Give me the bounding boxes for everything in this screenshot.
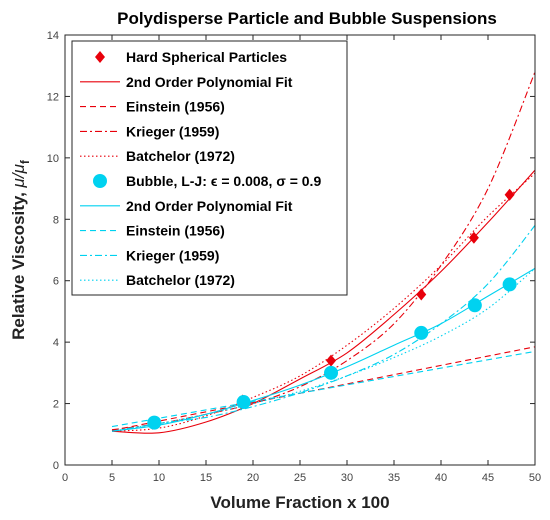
y-axis-label-mu: μ/μ <box>9 163 28 188</box>
axes-layer: 0 5 10 15 20 25 30 35 40 45 50 0 2 4 6 8 10 12 14 <box>47 30 541 484</box>
y-axis-label-sub: f <box>18 159 32 164</box>
y-axis-label: Relative Viscosity, μ/μf <box>9 159 32 340</box>
x-tick-label: 5 <box>109 472 115 484</box>
data-point-0-2 <box>416 288 427 301</box>
y-axis-label-main: Relative Viscosity, <box>9 187 28 339</box>
data-point-5-5 <box>502 277 517 292</box>
x-axis-label: Volume Fraction x 100 <box>210 493 389 512</box>
x-tick-label: 30 <box>341 472 353 484</box>
y-tick-label: 10 <box>47 153 59 165</box>
data-point-5-4 <box>467 298 482 313</box>
x-tick-label: 35 <box>388 472 400 484</box>
data-point-5-1 <box>236 395 251 410</box>
series-line-7 <box>111 350 536 428</box>
x-tick-label: 50 <box>529 472 541 484</box>
legend-label-3: Krieger (1959) <box>126 123 219 139</box>
legend: Hard Spherical Particles 2nd Order Polyno… <box>71 40 348 296</box>
x-tick-label: 20 <box>247 472 259 484</box>
legend-label-0: Hard Spherical Particles <box>126 49 287 65</box>
data-point-0-3 <box>468 231 479 244</box>
legend-label-8: Krieger (1959) <box>126 247 219 263</box>
data-point-5-0 <box>147 415 162 430</box>
y-tick-label: 8 <box>53 214 59 226</box>
x-tick-label: 25 <box>294 472 306 484</box>
x-tick-label: 45 <box>482 472 494 484</box>
legend-label-9: Batchelor (1972) <box>126 272 235 288</box>
legend-swatch-0 <box>95 51 105 63</box>
data-point-5-3 <box>414 325 429 340</box>
x-tick-label: 0 <box>62 472 68 484</box>
legend-label-2: Einstein (1956) <box>126 99 225 115</box>
legend-label-4: Batchelor (1972) <box>126 148 235 164</box>
x-tick-label: 10 <box>153 472 165 484</box>
legend-label-7: Einstein (1956) <box>126 223 225 239</box>
y-tick-label: 2 <box>53 399 59 411</box>
y-tick-label: 0 <box>53 460 59 472</box>
x-tick-label: 15 <box>200 472 212 484</box>
data-point-0-1 <box>326 354 337 367</box>
series-line-9 <box>111 267 536 432</box>
legend-label-6: 2nd Order Polynomial Fit <box>126 198 293 214</box>
legend-box <box>71 40 348 296</box>
series-line-3 <box>111 71 536 431</box>
chart-title: Polydisperse Particle and Bubble Suspens… <box>117 9 497 28</box>
legend-label-1: 2nd Order Polynomial Fit <box>126 74 293 90</box>
series-line-4 <box>111 172 536 432</box>
data-point-5-2 <box>324 365 339 380</box>
y-tick-label: 12 <box>47 91 59 103</box>
legend-swatch-5 <box>93 174 107 188</box>
legend-label-5: Bubble, L-J: ϵ = 0.008, σ = 0.9 <box>126 173 321 189</box>
data-point-0-4 <box>504 188 515 201</box>
y-tick-label: 6 <box>53 276 59 288</box>
y-tick-label: 4 <box>53 337 59 349</box>
series-layer <box>111 71 536 434</box>
y-tick-label: 14 <box>47 30 59 42</box>
x-tick-label: 40 <box>435 472 447 484</box>
